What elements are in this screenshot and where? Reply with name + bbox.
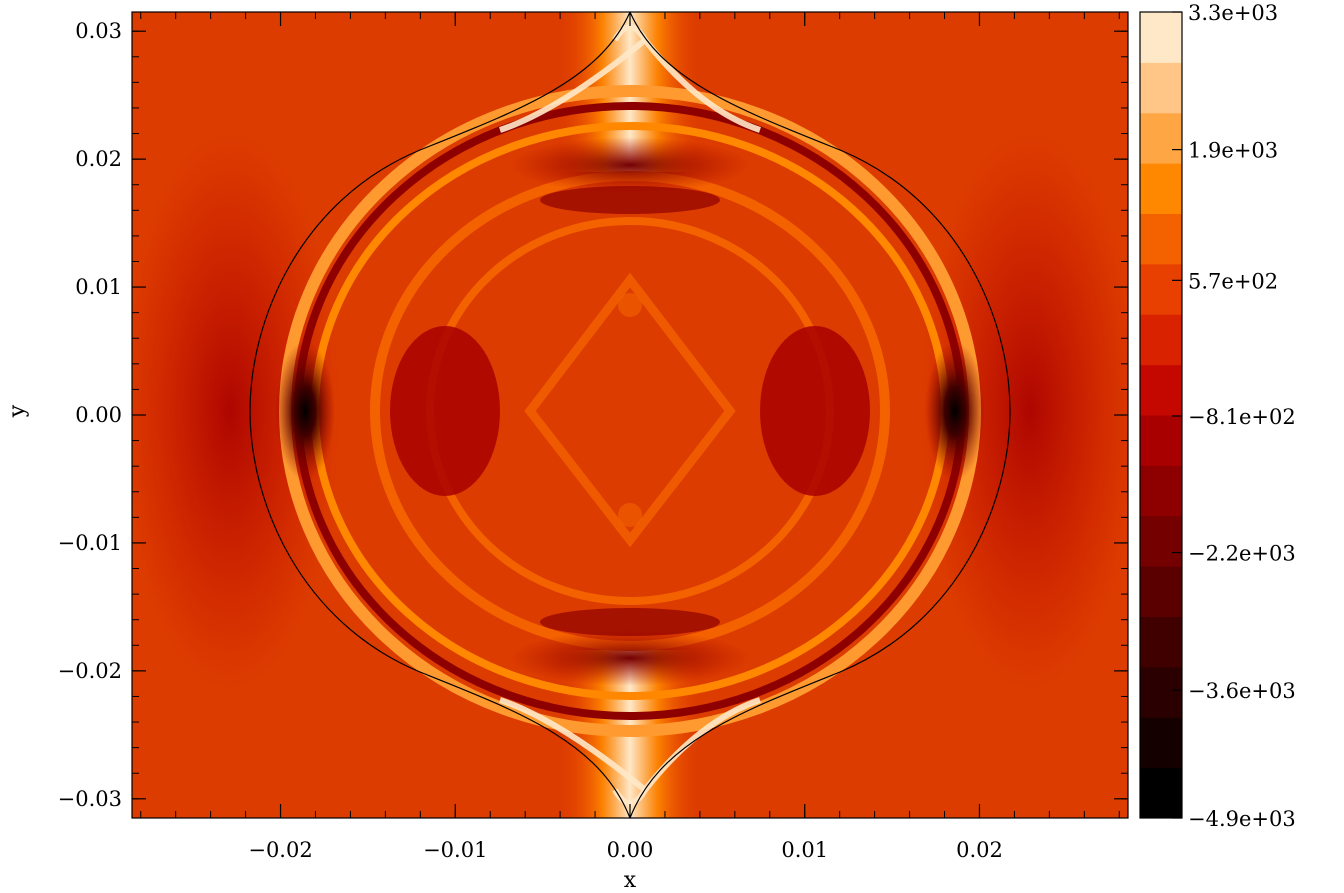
y-axis-ticks: 0.03 0.02 0.01 0.00 −0.01 −0.02 −0.03 bbox=[58, 19, 1128, 811]
x-tick-label: −0.02 bbox=[248, 838, 312, 862]
inner-diamond bbox=[524, 272, 736, 548]
colorbar-level bbox=[1140, 62, 1182, 114]
colorbar-tick-label: −2.2e+03 bbox=[1188, 542, 1296, 566]
inner-dot-bottom bbox=[618, 503, 642, 527]
colorbar-tick-label: −3.6e+03 bbox=[1188, 679, 1296, 703]
plot-area bbox=[132, 12, 1128, 818]
cusp-highlight-bottom-l bbox=[499, 697, 647, 793]
boundary-curve bbox=[249, 12, 1011, 818]
colorbar-level bbox=[1140, 163, 1182, 214]
inner-dot-top bbox=[618, 293, 642, 317]
cusp-highlight-top bbox=[612, 24, 761, 133]
y-tick-label: 0.03 bbox=[75, 19, 122, 43]
x-axis-label: x bbox=[624, 868, 637, 893]
colorbar-tick-label: 1.9e+03 bbox=[1188, 139, 1278, 163]
colorbar-level bbox=[1140, 515, 1182, 567]
colorbar-frame bbox=[1139, 11, 1183, 819]
colorbar-level bbox=[1140, 717, 1182, 769]
colorbar bbox=[1140, 12, 1182, 819]
y-axis-label: y bbox=[5, 404, 30, 418]
y-tick-label: 0.00 bbox=[75, 403, 122, 427]
colorbar-level bbox=[1140, 566, 1182, 617]
colorbar-level bbox=[1140, 415, 1182, 466]
y-tick-label: −0.02 bbox=[58, 659, 122, 683]
colorbar-level bbox=[1140, 616, 1182, 668]
y-tick-label: −0.03 bbox=[58, 787, 122, 811]
colorbar-level bbox=[1140, 12, 1182, 63]
colorbar-tick-label: 5.7e+02 bbox=[1188, 269, 1278, 293]
y-tick-label: 0.02 bbox=[75, 147, 122, 171]
hole-right bbox=[925, 341, 985, 481]
dark-arc-bottom-2 bbox=[540, 608, 720, 636]
y-tick-label: 0.01 bbox=[75, 275, 122, 299]
halo-right bbox=[920, 131, 1128, 691]
cusp-highlight-bottom bbox=[612, 697, 761, 806]
colorbar-tick-label: 3.3e+03 bbox=[1188, 1, 1278, 25]
halo-left bbox=[132, 131, 340, 691]
x-tick-label: 0.00 bbox=[607, 838, 654, 862]
colorbar-level bbox=[1140, 263, 1182, 315]
lobe-left bbox=[390, 326, 500, 496]
colorbar-tick-label: −4.9e+03 bbox=[1188, 807, 1296, 831]
colorbar-tick-label: −8.1e+02 bbox=[1188, 405, 1296, 429]
colorbar-level bbox=[1140, 767, 1182, 819]
colorbar-level bbox=[1140, 213, 1182, 265]
colorbar-level bbox=[1140, 314, 1182, 366]
x-axis-ticks: −0.02 −0.01 0.00 0.01 0.02 bbox=[248, 12, 1003, 862]
lens-interior bbox=[275, 24, 985, 806]
x-tick-label: −0.01 bbox=[423, 838, 487, 862]
colorbar-level bbox=[1140, 465, 1182, 517]
colorbar-level bbox=[1140, 364, 1182, 416]
x-tick-label: 0.02 bbox=[956, 838, 1003, 862]
x-tick-label: 0.01 bbox=[781, 838, 828, 862]
colorbar-level bbox=[1140, 112, 1182, 164]
dark-arc-bottom bbox=[510, 630, 750, 686]
colorbar-level bbox=[1140, 666, 1182, 718]
cusp-highlight-top-l bbox=[499, 37, 647, 133]
hole-left bbox=[275, 341, 335, 481]
lobe-right bbox=[760, 326, 870, 496]
dark-arc-top-2 bbox=[540, 186, 720, 214]
dark-arc-top bbox=[510, 137, 750, 193]
minor-ticks bbox=[132, 12, 1128, 818]
colorbar-ticks: 3.3e+03 1.9e+03 5.7e+02 −8.1e+02 −2.2e+03 −3.… bbox=[1172, 1, 1296, 831]
y-tick-label: −0.01 bbox=[58, 531, 122, 555]
